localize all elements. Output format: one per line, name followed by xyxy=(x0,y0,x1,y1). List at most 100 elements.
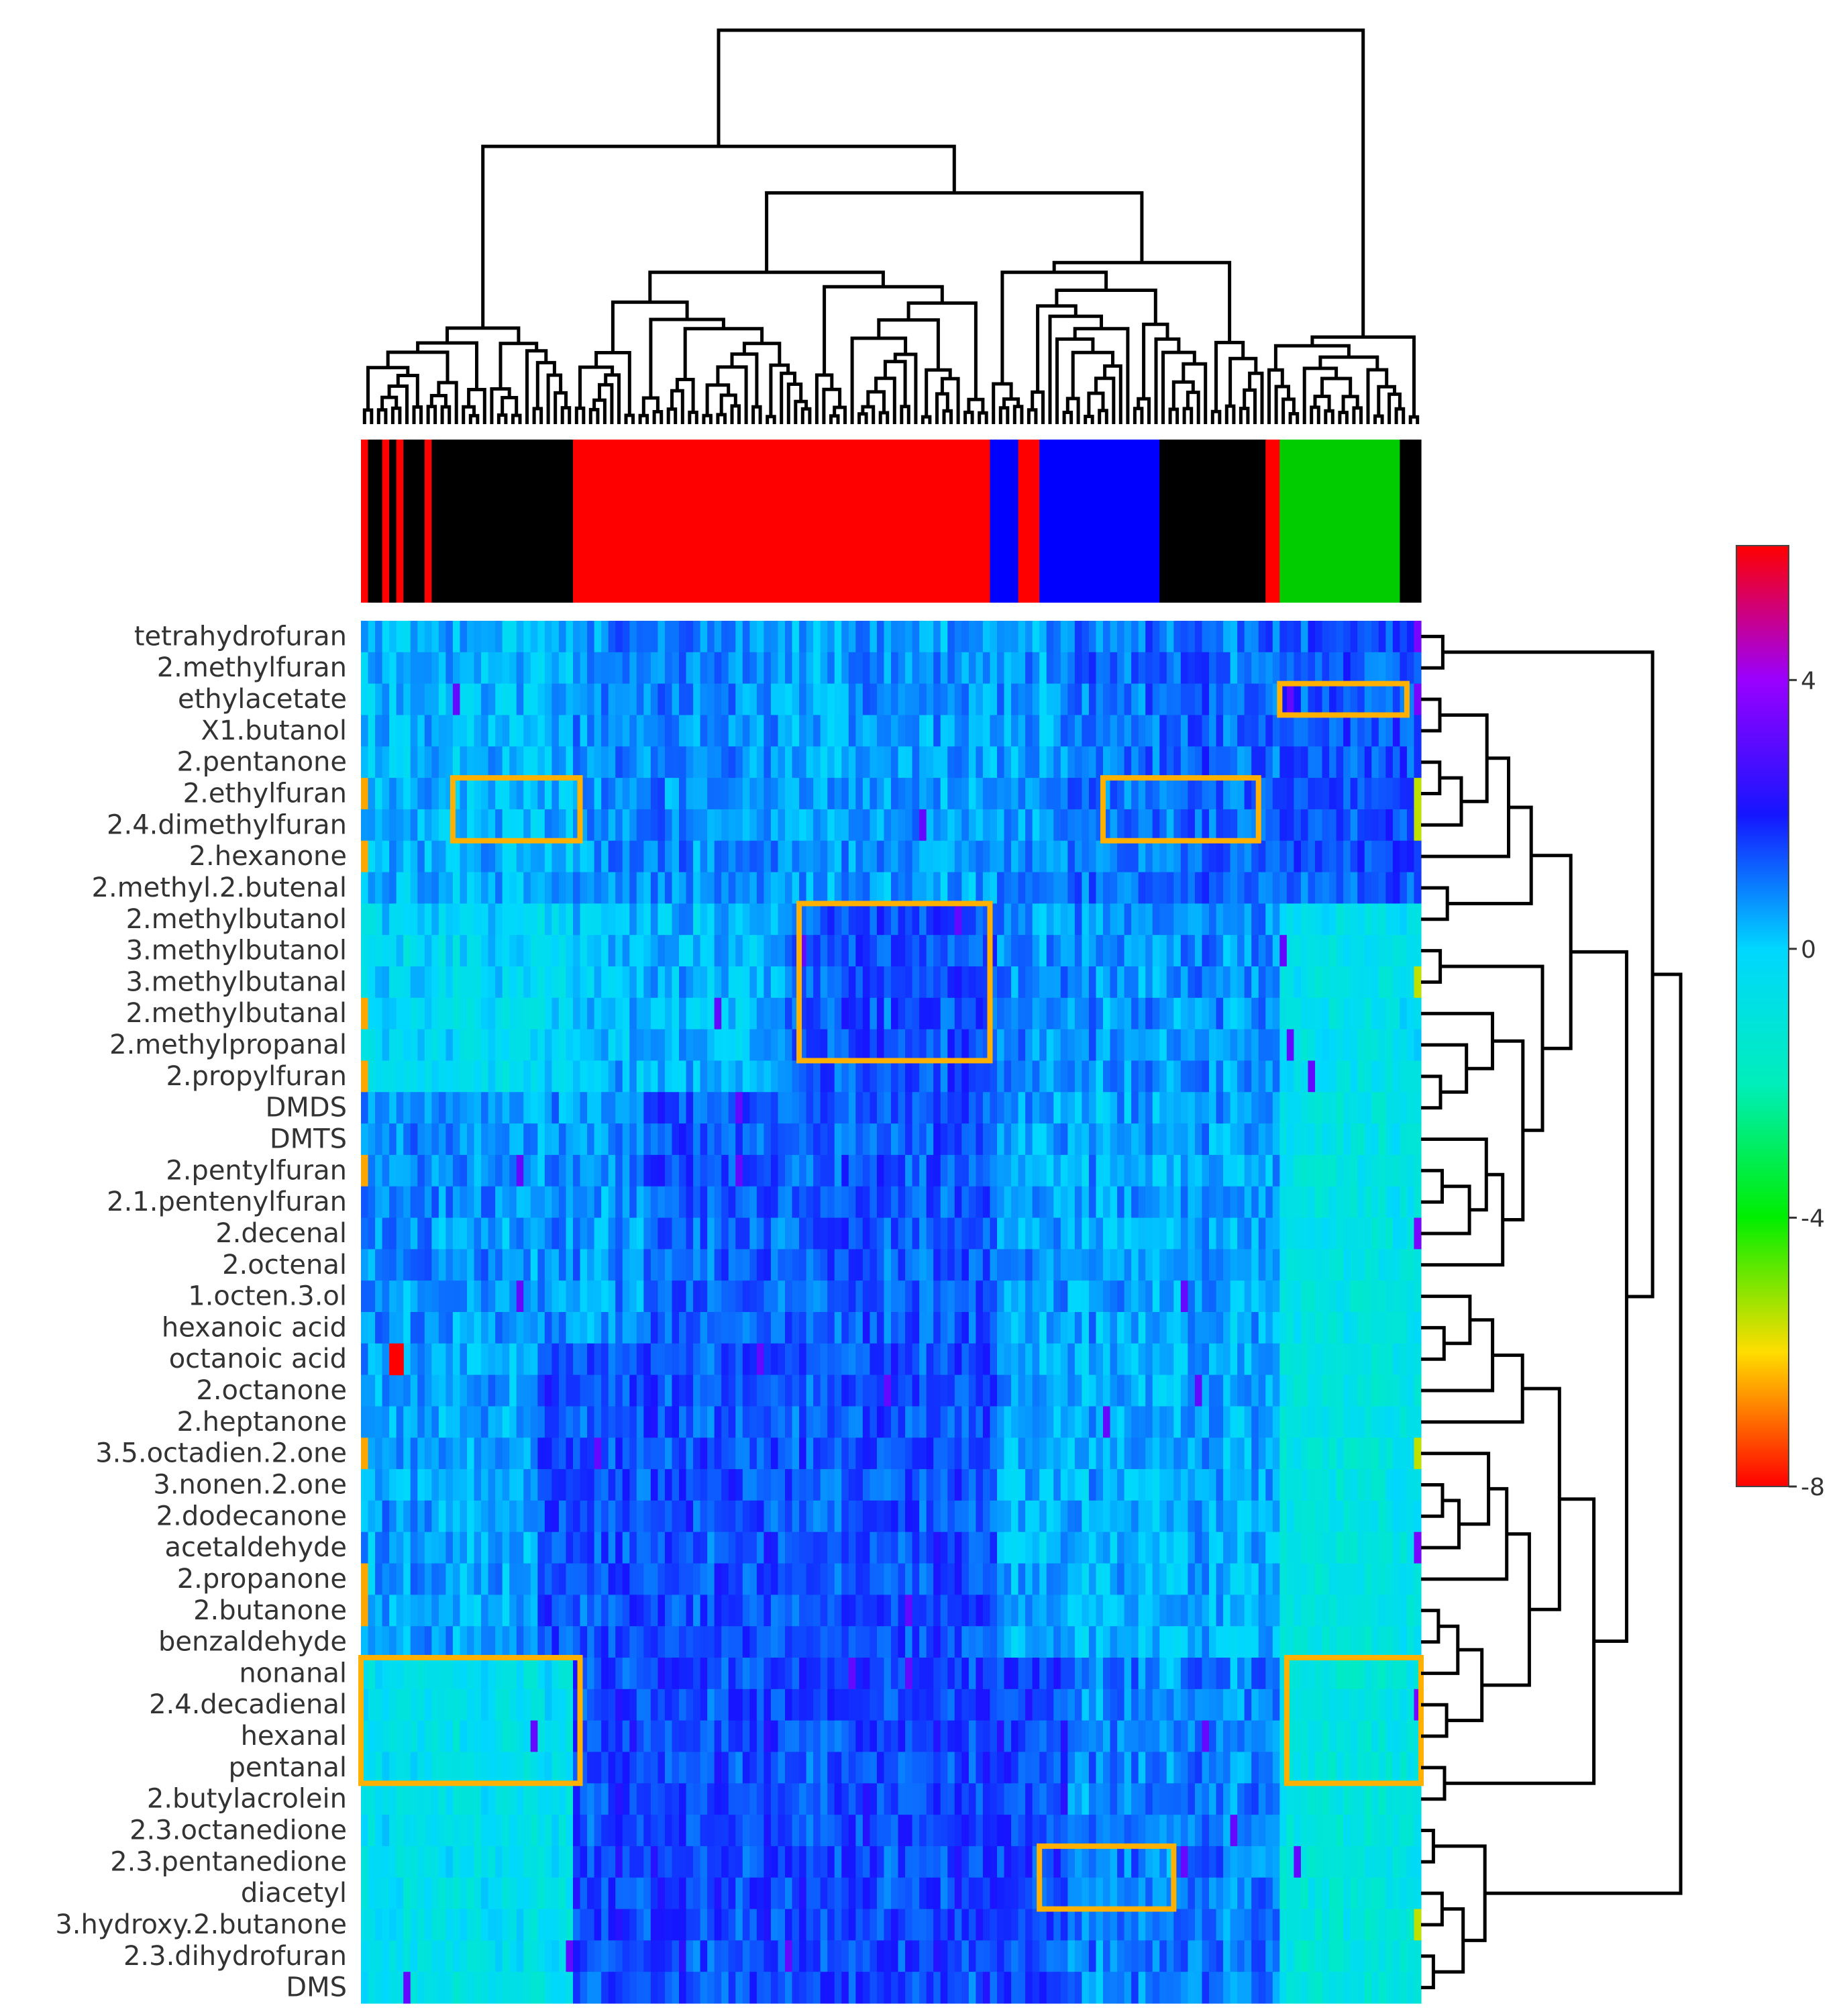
heatmap-cell xyxy=(1004,1531,1012,1564)
heatmap-cell xyxy=(672,1531,680,1564)
heatmap-cell xyxy=(1194,1374,1203,1407)
heatmap-cell xyxy=(1060,903,1068,936)
heatmap-cell xyxy=(693,1374,701,1407)
heatmap-cell xyxy=(410,1563,418,1595)
heatmap-cell xyxy=(1258,997,1266,1030)
heatmap-cell xyxy=(1180,1280,1188,1313)
heatmap-cell xyxy=(770,1406,779,1438)
heatmap-cell xyxy=(686,1469,694,1501)
heatmap-cell xyxy=(1308,966,1316,999)
heatmap-cell xyxy=(1145,935,1153,967)
heatmap-cell xyxy=(1117,652,1125,685)
heatmap-cell xyxy=(1138,1029,1146,1062)
heatmap-cell xyxy=(1378,1186,1386,1219)
heatmap-cell xyxy=(1414,1154,1422,1187)
heatmap-cell xyxy=(1011,715,1019,747)
heatmap-cell xyxy=(926,872,934,904)
heatmap-cell xyxy=(1018,903,1026,936)
heatmap-cell xyxy=(452,997,461,1030)
heatmap-cell xyxy=(841,935,849,967)
heatmap-cell xyxy=(1216,966,1224,999)
heatmap-cell xyxy=(940,621,948,653)
heatmap-cell xyxy=(650,966,658,999)
heatmap-cell xyxy=(1414,621,1422,653)
heatmap-cell xyxy=(756,1060,764,1093)
heatmap-cell xyxy=(1180,1469,1188,1501)
heatmap-cell xyxy=(735,1469,743,1501)
heatmap-cell xyxy=(1180,1563,1188,1595)
heatmap-cell xyxy=(658,1217,666,1250)
heatmap-cell xyxy=(961,1186,969,1219)
heatmap-cell xyxy=(940,1312,948,1344)
heatmap-cell xyxy=(523,746,531,778)
heatmap-cell xyxy=(1258,1154,1266,1187)
heatmap-cell xyxy=(870,746,878,778)
heatmap-cell xyxy=(1322,652,1330,685)
heatmap-cell xyxy=(1209,1060,1217,1093)
heatmap-cell xyxy=(820,903,828,936)
heatmap-cell xyxy=(1194,966,1203,999)
heatmap-cell xyxy=(438,840,446,873)
heatmap-cell xyxy=(608,1312,616,1344)
heatmap-cell xyxy=(898,1280,906,1313)
heatmap-cell xyxy=(1315,1029,1323,1062)
heatmap-cell xyxy=(756,1154,764,1187)
heatmap-cell xyxy=(552,1438,560,1470)
heatmap-cell xyxy=(580,715,588,747)
heatmap-cell xyxy=(997,1123,1005,1156)
heatmap-cell xyxy=(841,809,849,842)
heatmap-cell xyxy=(1315,715,1323,747)
heatmap-cell xyxy=(1209,621,1217,653)
heatmap-cell xyxy=(891,1154,899,1187)
heatmap-cell xyxy=(1025,1312,1033,1344)
heatmap-cell xyxy=(1300,1500,1309,1533)
heatmap-cell xyxy=(841,1186,849,1219)
heatmap-cell xyxy=(382,1438,390,1470)
heatmap-cell xyxy=(742,1438,750,1470)
heatmap-cell xyxy=(452,1186,461,1219)
heatmap-cell xyxy=(1414,1563,1422,1595)
heatmap-cell xyxy=(933,809,941,842)
heatmap-cell xyxy=(389,1249,397,1281)
heatmap-cell xyxy=(1011,840,1019,873)
heatmap-cell xyxy=(389,621,397,653)
heatmap-cell xyxy=(1202,1406,1210,1438)
heatmap-cell xyxy=(756,1312,764,1344)
heatmap-cell xyxy=(502,715,510,747)
heatmap-cell xyxy=(1244,1123,1252,1156)
heatmap-cell xyxy=(573,809,581,842)
heatmap-cell xyxy=(389,778,397,810)
heatmap-cell xyxy=(629,715,637,747)
heatmap-cell xyxy=(431,903,439,936)
heatmap-cell xyxy=(658,1500,666,1533)
heatmap-cell xyxy=(1152,778,1160,810)
heatmap-cell xyxy=(742,652,750,685)
heatmap-cell xyxy=(1364,1469,1372,1501)
heatmap-cell xyxy=(664,809,673,842)
heatmap-cell xyxy=(396,1406,404,1438)
heatmap-cell xyxy=(410,1060,418,1093)
heatmap-cell xyxy=(1392,1249,1400,1281)
heatmap-cell xyxy=(1378,1563,1386,1595)
heatmap-cell xyxy=(1060,1029,1068,1062)
heatmap-cell xyxy=(431,652,439,685)
heatmap-cell xyxy=(566,683,574,716)
heatmap-cell xyxy=(905,1280,913,1313)
heatmap-cell xyxy=(410,1343,418,1376)
heatmap-cell xyxy=(438,1531,446,1564)
heatmap-cell xyxy=(523,1249,531,1281)
heatmap-cell xyxy=(580,621,588,653)
heatmap-cell xyxy=(636,1186,644,1219)
heatmap-cell xyxy=(862,746,870,778)
heatmap-cell xyxy=(488,1343,496,1376)
heatmap-cell xyxy=(1223,778,1231,810)
heatmap-cell xyxy=(1223,652,1231,685)
heatmap-cell xyxy=(481,1249,489,1281)
heatmap-cell xyxy=(544,1249,552,1281)
heatmap-cell xyxy=(382,903,390,936)
heatmap-cell xyxy=(876,715,885,747)
heatmap-cell xyxy=(1025,746,1033,778)
heatmap-cell xyxy=(876,1280,885,1313)
heatmap-cell xyxy=(460,1217,468,1250)
heatmap-cell xyxy=(693,1280,701,1313)
